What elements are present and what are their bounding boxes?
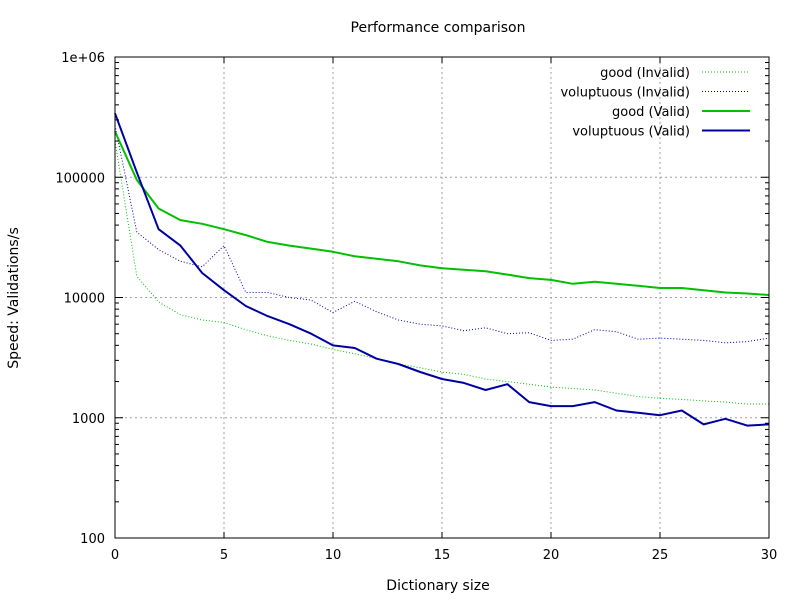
x-tick-label: 5 [220, 548, 228, 563]
grid-lines [115, 57, 769, 538]
y-tick-label: 1e+06 [61, 51, 105, 66]
y-tick-label: 1000 [72, 412, 105, 427]
legend-entry-label: voluptuous (Valid) [572, 125, 690, 140]
x-tick-label: 10 [325, 548, 342, 563]
y-axis-label: Speed: Validations/s [6, 227, 22, 369]
legend-entry-label: good (Valid) [612, 105, 690, 120]
series-line-0 [114, 141, 769, 405]
y-tick-label: 100000 [55, 171, 105, 186]
x-tick-label: 30 [761, 548, 778, 563]
y-tick-label: 100 [80, 532, 105, 547]
legend: good (Invalid) voluptuous (Invalid) good (… [560, 66, 750, 140]
x-tick-label: 15 [434, 548, 451, 563]
axis-ticks: 0 5 10 15 20 25 30 100 1000 10000 100000 1e+06 [55, 51, 777, 563]
y-tick-label: 10000 [64, 292, 105, 307]
x-axis-label: Dictionary size [386, 578, 489, 594]
series-lines [114, 112, 770, 427]
chart-title: Performance comparison [351, 20, 526, 36]
x-tick-label: 20 [543, 548, 560, 563]
legend-entry-label: good (Invalid) [600, 66, 690, 81]
x-tick-label: 25 [652, 548, 669, 563]
series-line-2 [114, 131, 770, 296]
legend-entry-label: voluptuous (Invalid) [560, 86, 690, 101]
x-tick-label: 0 [111, 548, 119, 563]
series-line-3 [114, 112, 770, 427]
